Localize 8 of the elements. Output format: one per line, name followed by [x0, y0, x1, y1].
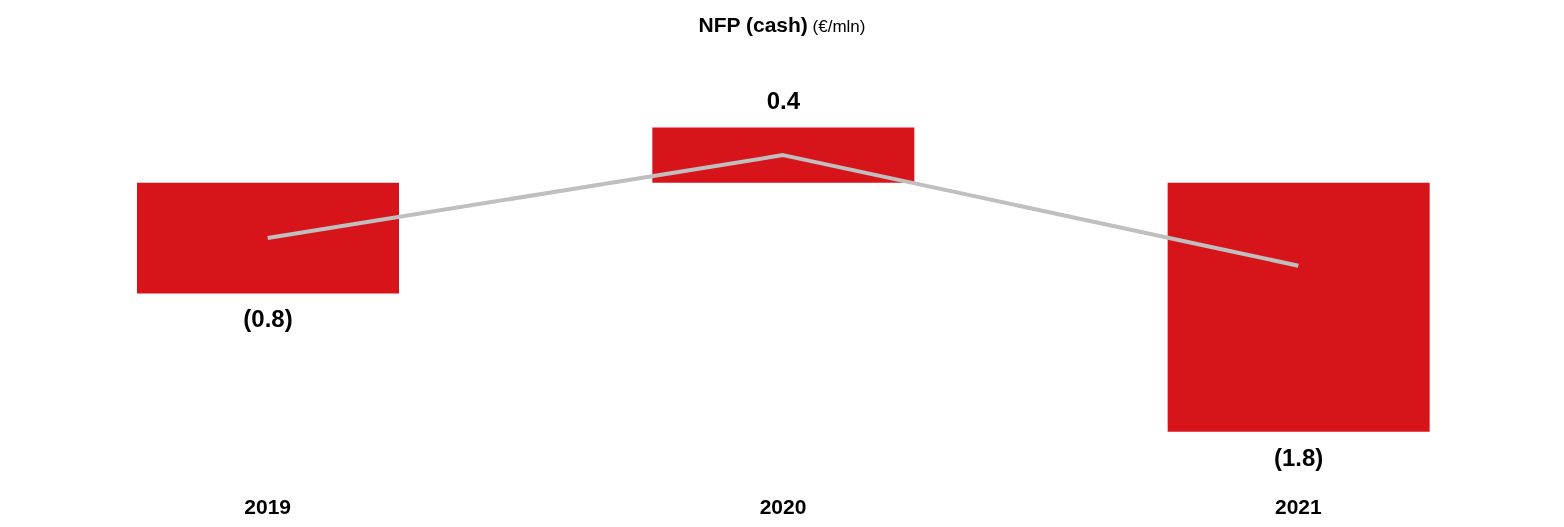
data-label: 0.4 — [766, 87, 801, 115]
chart-title: NFP (cash) — [698, 13, 808, 36]
x-tick-label: 2021 — [1274, 494, 1323, 518]
data-label: (1.8) — [1273, 443, 1324, 471]
x-tick-label: 2019 — [244, 494, 292, 518]
x-tick-label: 2020 — [759, 494, 807, 518]
chart-subtitle: (€/mln) — [812, 17, 866, 36]
data-label: (0.8) — [243, 305, 293, 333]
